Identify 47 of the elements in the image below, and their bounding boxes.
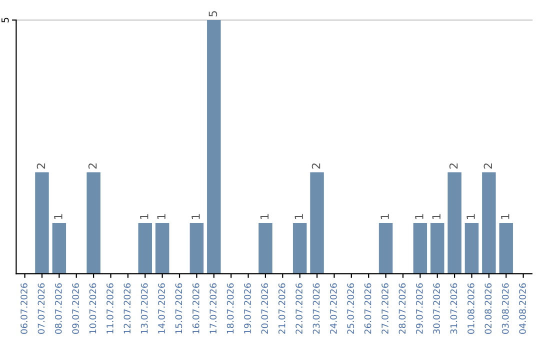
x-tick-label: 25.07.2026 <box>347 283 354 334</box>
x-tick-label: 28.07.2026 <box>398 283 406 334</box>
x-tick-label: 20.07.2026 <box>261 283 268 334</box>
x-tick-label: 30.07.2026 <box>433 283 440 334</box>
data-label: 2 <box>36 164 46 169</box>
x-tick-label: 21.07.2026 <box>278 283 286 334</box>
x-tick-label: 10.07.2026 <box>89 283 96 334</box>
data-label: 1 <box>260 214 269 219</box>
data-label: 1 <box>501 214 510 219</box>
x-tick-label: 16.07.2026 <box>192 283 200 334</box>
x-tick-label: 13.07.2026 <box>140 283 148 334</box>
x-tick-label: 24.07.2026 <box>330 283 337 334</box>
x-tick-label: 29.07.2026 <box>416 283 423 334</box>
x-tick-label: 08.07.2026 <box>54 283 62 334</box>
x-tick-label: 19.07.2026 <box>244 283 251 334</box>
data-label: 2 <box>312 164 320 169</box>
data-label: 1 <box>157 214 166 219</box>
x-tick-label: 31.07.2026 <box>450 283 458 334</box>
data-label: 1 <box>432 214 440 219</box>
data-label: 1 <box>54 214 62 219</box>
data-label: 1 <box>294 214 303 219</box>
x-tick-label: 02.08.2026 <box>484 283 492 334</box>
data-label: 1 <box>140 214 148 219</box>
data-label: 1 <box>415 214 424 219</box>
x-tick-label: 22.07.2026 <box>296 283 302 334</box>
x-tick-label: 26.07.2026 <box>364 283 372 334</box>
x-tick-label: 27.07.2026 <box>382 283 388 334</box>
data-label: 1 <box>192 214 200 219</box>
x-tick-label: 11.07.2026 <box>106 283 114 334</box>
x-tick-label: 14.07.2026 <box>158 283 165 334</box>
x-tick-label: 18.07.2026 <box>226 283 234 334</box>
x-tick-label: 01.08.2026 <box>468 283 474 334</box>
x-tick-label: 09.07.2026 <box>72 283 79 334</box>
data-label: 1 <box>380 214 389 219</box>
data-label: 2 <box>484 164 492 169</box>
data-label: 5 <box>208 11 218 16</box>
data-label: 2 <box>449 164 458 169</box>
data-label: 2 <box>88 164 97 169</box>
x-tick-label: 07.07.2026 <box>38 283 45 334</box>
data-label: 1 <box>466 214 475 219</box>
x-tick-label: 04.08.2026 <box>519 283 526 334</box>
x-tick-label: 03.08.2026 <box>502 283 509 334</box>
x-tick-label: 12.07.2026 <box>124 283 131 334</box>
x-tick-label: 17.07.2026 <box>210 283 217 334</box>
x-tick-label: 06.07.2026 <box>20 283 28 334</box>
x-tick-label: 15.07.2026 <box>175 283 182 334</box>
x-tick-label: 23.07.2026 <box>312 283 320 334</box>
